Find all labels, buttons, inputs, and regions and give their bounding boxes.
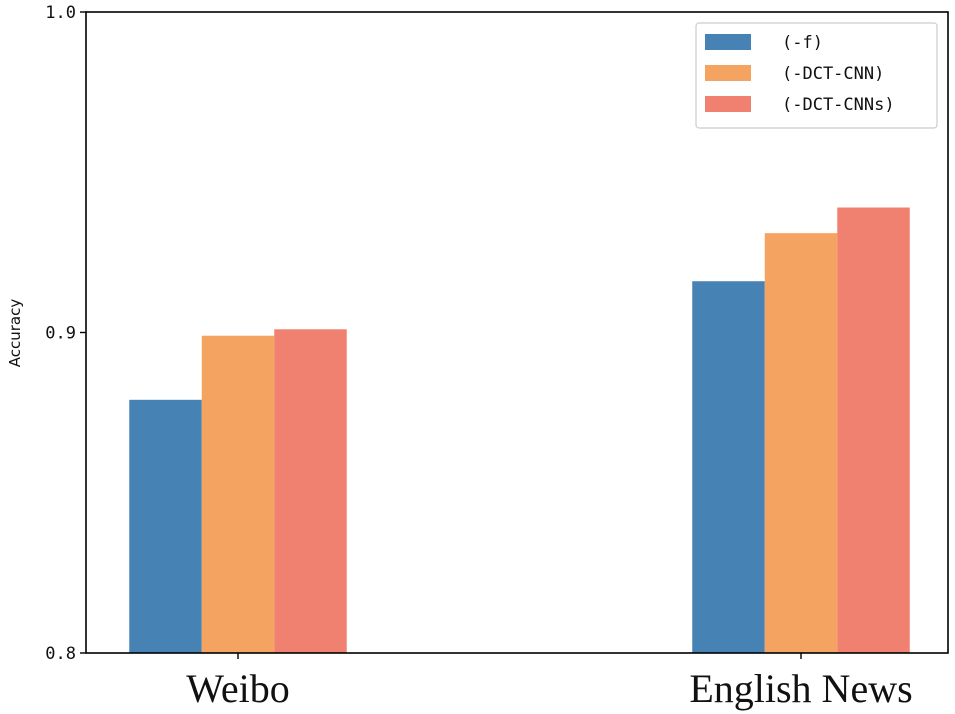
y-tick-label: 0.8	[45, 644, 76, 664]
bars-layer	[129, 207, 910, 653]
bar-weibo-1	[129, 399, 202, 653]
bar-weibo-3	[274, 329, 347, 653]
legend-frame	[695, 22, 938, 129]
bar-english-news-1	[692, 281, 765, 653]
legend-label: (-DCT-CNN)	[782, 64, 884, 84]
y-tick-label: 0.9	[45, 324, 76, 344]
bar-english-news-2	[764, 233, 838, 653]
x-category-label: English News	[689, 666, 912, 711]
bar-weibo-2	[201, 335, 275, 653]
y-axis-label: Accuracy	[6, 299, 24, 368]
legend-label: (-f)	[782, 33, 823, 53]
y-axis-ticks: 0.8 0.9 1.0	[45, 3, 86, 664]
x-axis-ticks: Weibo English News	[186, 653, 913, 711]
x-category-label: Weibo	[186, 666, 289, 711]
legend-swatch	[705, 96, 751, 112]
legend-swatch	[705, 65, 751, 81]
bar-english-news-3	[837, 207, 910, 653]
legend-entries: (-f) (-DCT-CNN) (-DCT-CNNs)	[705, 33, 895, 115]
y-tick-label: 1.0	[45, 3, 76, 23]
legend-label: (-DCT-CNNs)	[782, 95, 895, 115]
legend-swatch	[705, 34, 751, 50]
legend: (-f) (-DCT-CNN) (-DCT-CNNs)	[695, 22, 938, 129]
